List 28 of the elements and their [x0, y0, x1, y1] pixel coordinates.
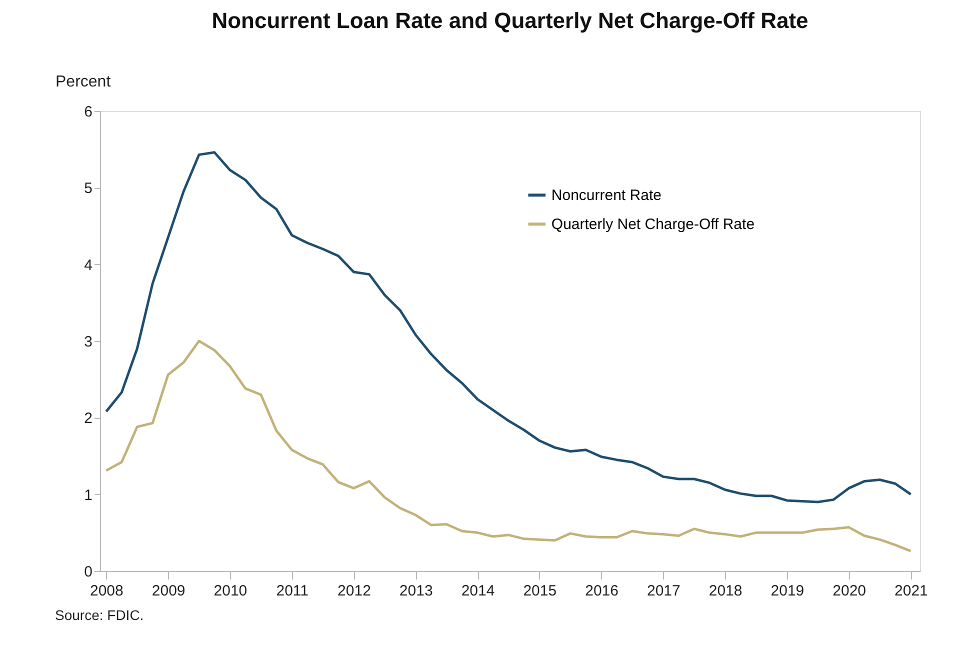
y-tick-label: 1: [84, 486, 92, 504]
line-series: [104, 340, 912, 552]
line-series: [104, 151, 912, 504]
legend-label: Noncurrent Rate: [551, 187, 662, 204]
x-tick-label: 2016: [585, 582, 618, 600]
x-tick-label: 2014: [461, 582, 495, 600]
x-tick-label: 2015: [523, 582, 557, 600]
y-tick-label: 0: [84, 564, 92, 580]
legend-label: Quarterly Net Charge-Off Rate: [551, 216, 755, 234]
x-tick-label: 2013: [399, 582, 433, 600]
y-tick-label: 4: [84, 256, 92, 274]
x-tick-label: 2019: [770, 582, 804, 600]
chart-title: Noncurrent Loan Rate and Quarterly Net Charge-Off Rate: [212, 8, 808, 33]
source-note: Source: FDIC.: [55, 607, 144, 623]
x-tick-label: 2020: [832, 582, 866, 600]
x-tick-label: 2009: [152, 582, 186, 600]
x-tick-label: 2021: [894, 582, 928, 600]
x-tick-label: 2011: [276, 582, 308, 600]
x-tick-label: 2018: [708, 582, 742, 600]
y-tick-label: 2: [84, 410, 92, 428]
x-tick-label: 2010: [214, 582, 248, 600]
y-tick-label: 3: [84, 334, 92, 350]
x-tick-label: 2008: [90, 582, 124, 600]
y-tick-label: 5: [84, 180, 92, 198]
y-axis-title: Percent: [56, 74, 112, 90]
x-tick-label: 2017: [646, 582, 680, 600]
y-tick-label: 6: [84, 104, 92, 120]
x-tick-label: 2012: [338, 582, 371, 600]
